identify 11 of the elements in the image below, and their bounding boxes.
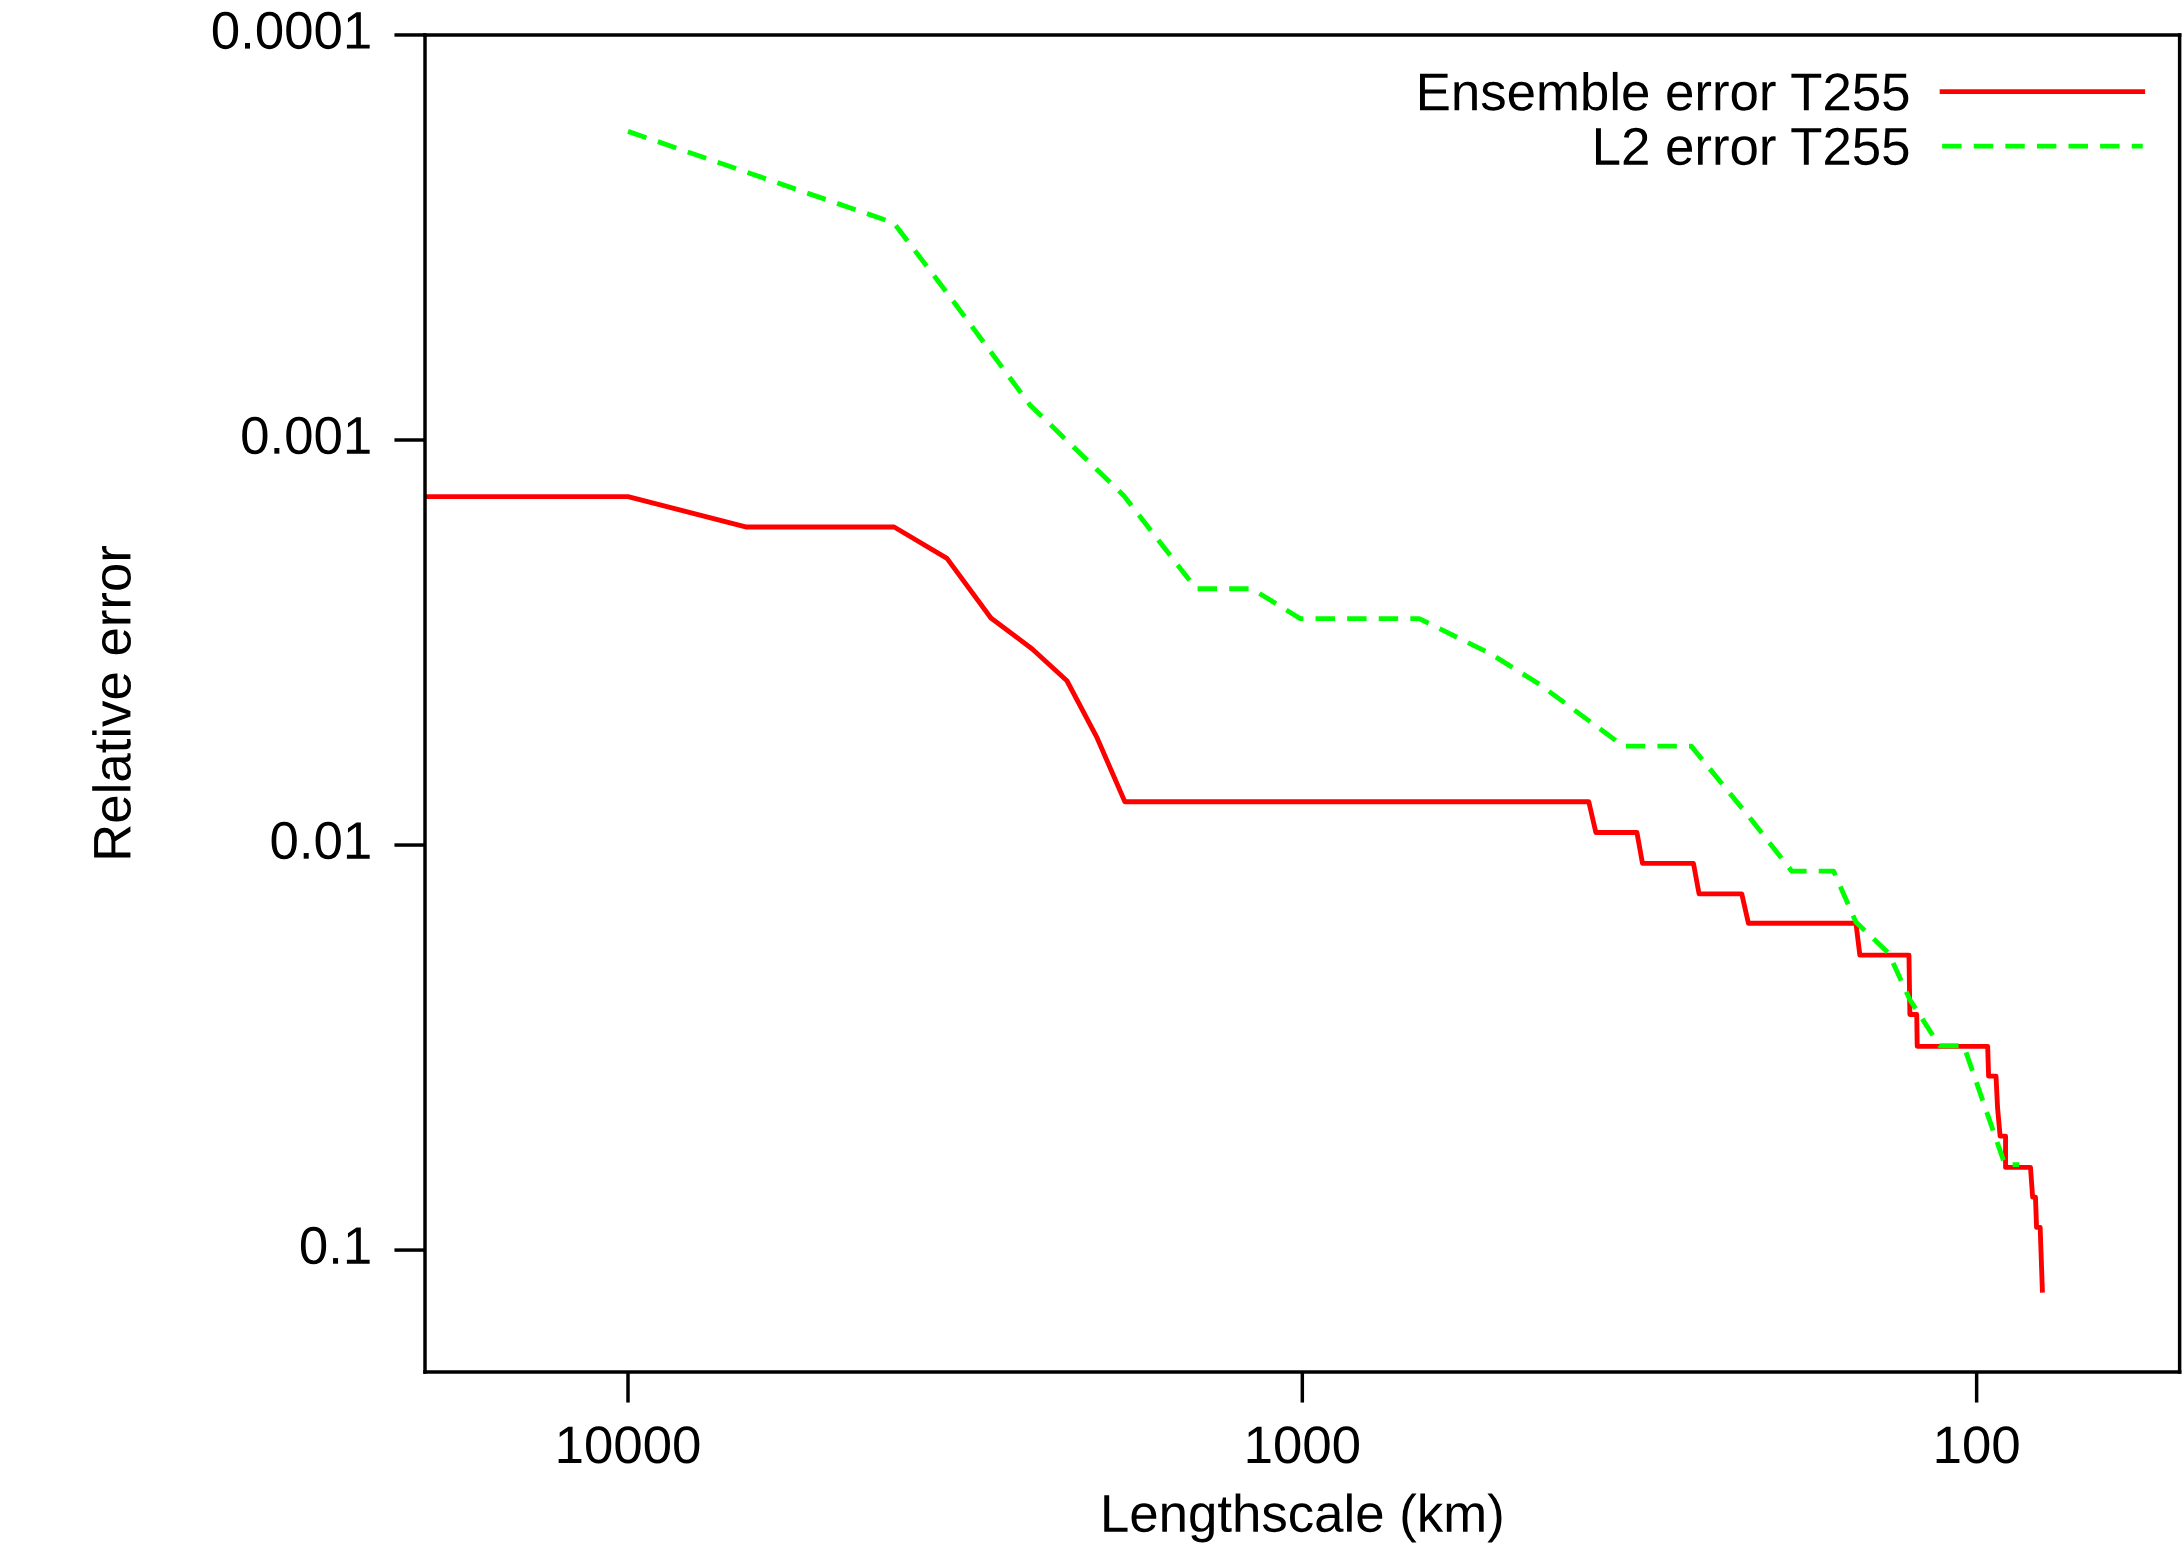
y-tick-label: 0.0001 [212, 11, 370, 50]
y-tick-label: 0.01 [271, 821, 370, 860]
legend-label: Ensemble error T255 [1420, 71, 1909, 111]
x-tick-label: 10000 [558, 1426, 700, 1464]
legend-label: L2 error T255 [1595, 127, 1909, 166]
y-tick-label: 0.001 [242, 416, 370, 455]
x-tick-label: 1000 [1247, 1426, 1359, 1464]
x-axis-title: Lengthscale (km) [1104, 1493, 1502, 1543]
y-tick-label: 0.1 [300, 1226, 370, 1265]
x-tick-label: 100 [1936, 1426, 2019, 1464]
y-axis-title: Relative error [92, 545, 131, 858]
